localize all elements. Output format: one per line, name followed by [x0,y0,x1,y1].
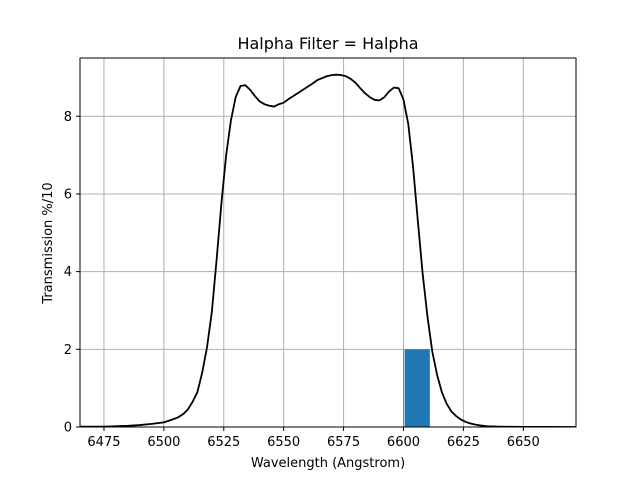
plot-series-group [80,73,576,427]
y-tick-label: 0 [64,421,72,436]
y-tick-label: 2 [64,343,72,358]
bar [403,349,430,427]
y-tick-label: 6 [64,187,72,202]
x-tick-label: 6550 [267,435,300,450]
x-tick-label: 6625 [447,435,480,450]
x-tick-label: 6575 [327,435,360,450]
chart-title: Halpha Filter = Halpha [237,34,418,53]
y-tick-label: 8 [64,110,72,125]
x-tick-label: 6500 [147,435,180,450]
axes: 6475 6500 6525 6550 6575 6600 6625 6650 0 2 4 6 8 [64,57,577,450]
axes-frame [79,57,577,428]
x-axis-label: Wavelength (Angstrom) [251,456,405,471]
transmission-line [80,73,576,427]
y-tick-label: 4 [64,265,72,280]
x-tick-label: 6525 [207,435,240,450]
grid [80,58,576,428]
x-tick-label: 6600 [387,435,420,450]
x-tick-label: 6650 [507,435,540,450]
x-tick-label: 6475 [87,435,120,450]
plot-area [80,73,576,427]
y-axis-label: Transmission %/10 [41,182,56,304]
